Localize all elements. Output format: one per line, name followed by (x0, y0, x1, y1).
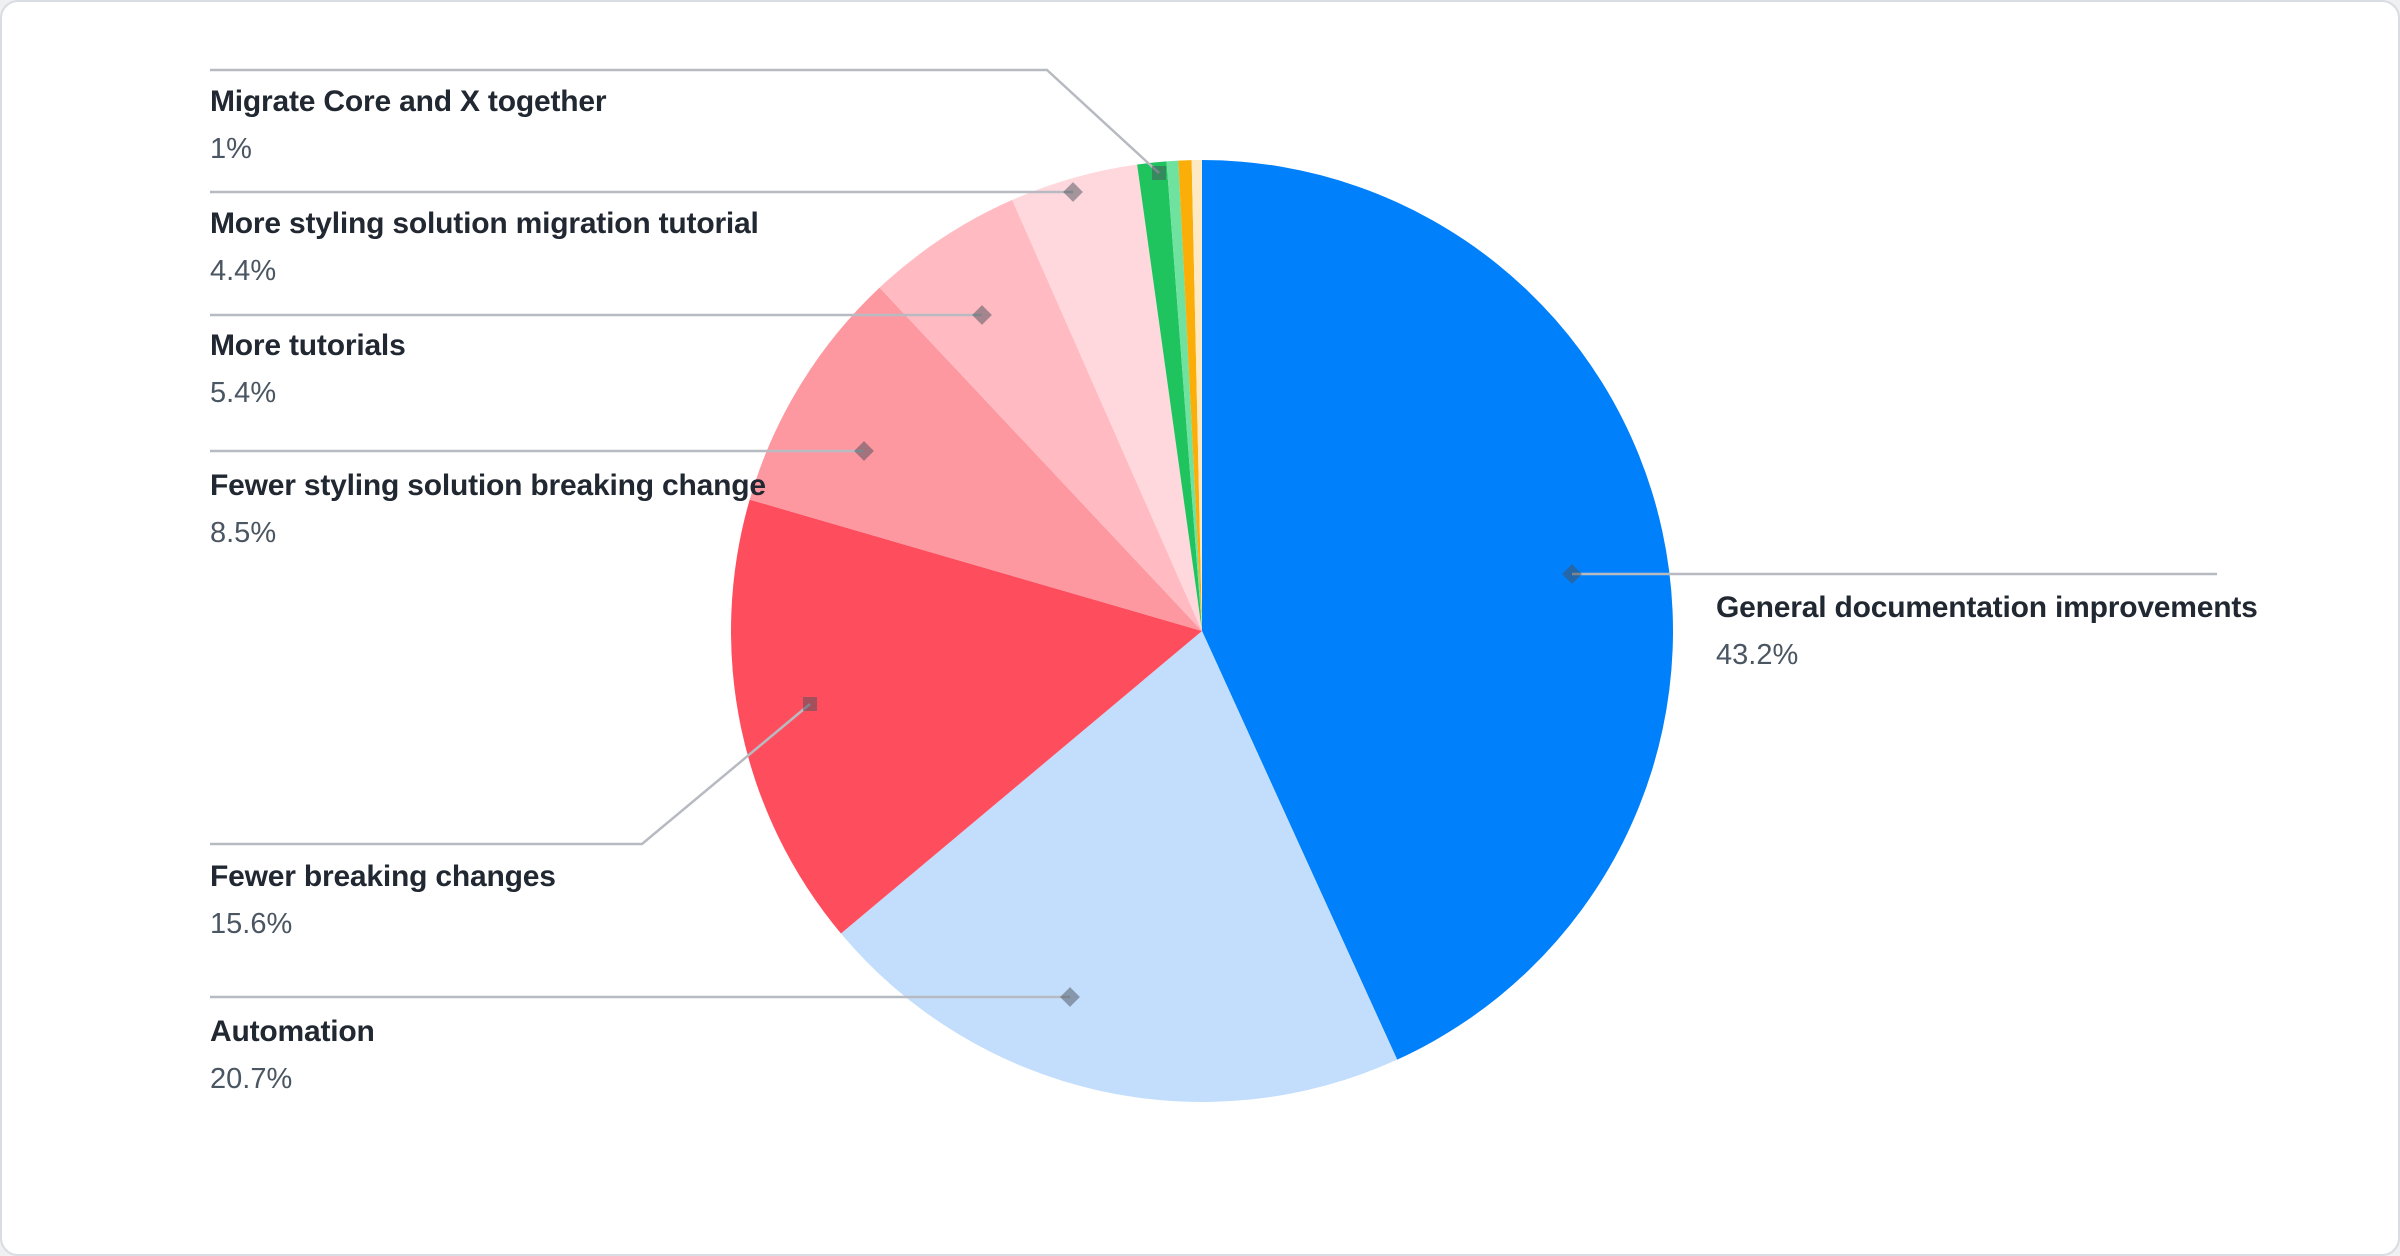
callout-diamond-marker-automation (1060, 987, 1080, 1007)
callout-square-marker-migrate-core (1152, 166, 1166, 180)
pie-slice-automation[interactable] (840, 631, 1398, 1103)
callout-more-tutorials: More tutorials 5.4% (210, 329, 406, 409)
callout-fewer-styling: Fewer styling solution breaking change 8… (210, 469, 766, 549)
callout-percent: 1% (210, 133, 252, 165)
callout-percent: 8.5% (210, 517, 277, 549)
callout-label: More tutorials (210, 329, 406, 362)
callout-label: More styling solution migration tutorial (210, 207, 759, 240)
pie-slice-general-documentation-improvements[interactable] (1202, 160, 1673, 1060)
pie-slice-more-tutorials[interactable] (879, 199, 1202, 632)
callout-diamond-marker-more-tutorials (972, 305, 992, 325)
callout-diamond-marker-general-docs (1562, 564, 1582, 584)
callout-line-fewer-breaking (210, 703, 811, 846)
callout-label: Fewer breaking changes (210, 860, 556, 893)
callout-label: Fewer styling solution breaking change (210, 469, 766, 502)
callout-label: Migrate Core and X together (210, 85, 607, 118)
callout-percent: 5.4% (210, 377, 277, 409)
callout-migrate-core: Migrate Core and X together 1% (210, 85, 607, 165)
callout-square-marker-fewer-breaking (803, 697, 817, 711)
callout-fewer-breaking: Fewer breaking changes 15.6% (210, 860, 556, 940)
callout-diamond-marker-fewer-styling (854, 441, 874, 461)
callout-general-docs: General documentation improvements 43.2% (1716, 591, 2258, 671)
pie-slice-unlabeled-9[interactable] (1191, 159, 1202, 631)
callout-label: General documentation improvements (1716, 591, 2258, 624)
callout-percent: 4.4% (210, 255, 277, 287)
pie-slice-unlabeled-7[interactable] (1166, 160, 1202, 631)
pie-slices-group (730, 159, 1673, 1103)
callout-more-styling: More styling solution migration tutorial… (210, 207, 759, 287)
callout-line-migrate-core (210, 68, 1160, 174)
pie-slice-more-styling-solution-migration-tutorial[interactable] (1012, 164, 1202, 632)
pie-slice-migrate-core-and-x-together[interactable] (1137, 161, 1202, 631)
callout-diamond-marker-more-styling (1063, 182, 1083, 202)
callout-percent: 43.2% (1716, 639, 1799, 671)
callout-percent: 15.6% (210, 908, 293, 940)
callout-automation: Automation 20.7% (210, 1015, 375, 1095)
pie-slice-fewer-breaking-changes[interactable] (730, 499, 1202, 934)
pie-slice-fewer-styling-solution-breaking-change[interactable] (749, 287, 1202, 631)
callout-label: Automation (210, 1015, 375, 1048)
callout-percent: 20.7% (210, 1063, 293, 1095)
pie-slice-unlabeled-8[interactable] (1178, 160, 1202, 632)
callout-lines-group (210, 68, 2217, 1007)
